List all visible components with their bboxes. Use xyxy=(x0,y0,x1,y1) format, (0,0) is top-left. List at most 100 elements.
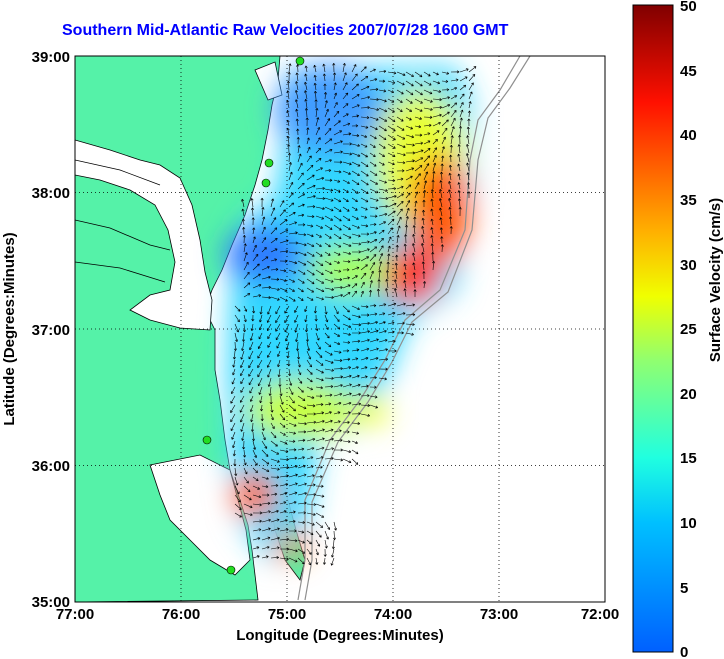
velocity-arrow xyxy=(360,413,371,417)
velocity-arrow xyxy=(297,501,307,505)
velocity-arrow xyxy=(448,206,452,217)
velocity-arrow xyxy=(386,261,390,271)
velocity-arrow xyxy=(378,357,389,361)
velocity-arrow xyxy=(396,125,405,131)
velocity-arrow xyxy=(315,158,322,163)
velocity-arrow xyxy=(304,305,308,312)
velocity-arrow xyxy=(288,386,294,395)
velocity-arrow xyxy=(387,194,397,199)
velocity-arrow xyxy=(414,125,422,129)
velocity-arrow xyxy=(239,395,245,403)
velocity-arrow xyxy=(306,350,312,360)
velocity-arrow xyxy=(333,120,341,127)
velocity-arrow xyxy=(306,205,316,209)
velocity-arrow xyxy=(351,458,359,465)
velocity-arrow xyxy=(275,305,281,315)
velocity-arrow xyxy=(261,467,270,473)
radar-station-marker xyxy=(226,565,236,575)
velocity-arrow xyxy=(333,224,342,231)
velocity-arrow xyxy=(270,227,278,235)
velocity-arrow xyxy=(259,314,263,323)
velocity-arrow xyxy=(342,103,349,109)
velocity-arrow xyxy=(288,529,297,533)
velocity-arrow xyxy=(351,374,360,379)
velocity-arrow xyxy=(342,411,351,415)
velocity-arrow xyxy=(405,167,415,172)
velocity-arrow xyxy=(288,482,298,487)
velocity-arrow xyxy=(297,153,302,163)
velocity-arrow xyxy=(369,134,377,140)
velocity-arrow xyxy=(378,253,384,262)
velocity-arrow xyxy=(369,87,379,91)
velocity-arrow xyxy=(387,339,396,343)
velocity-arrow xyxy=(288,182,294,190)
velocity-arrow xyxy=(270,467,280,471)
velocity-arrow xyxy=(439,180,443,190)
velocity-arrow xyxy=(243,512,253,517)
velocity-arrow xyxy=(465,144,470,154)
velocity-arrow xyxy=(432,105,443,109)
velocity-arrow xyxy=(457,182,461,190)
velocity-arrow xyxy=(333,341,341,346)
velocity-arrow xyxy=(378,321,386,325)
velocity-arrow xyxy=(378,245,384,253)
velocity-arrow xyxy=(306,474,315,478)
velocity-arrow xyxy=(450,135,454,145)
velocity-arrow xyxy=(306,548,312,555)
velocity-arrow xyxy=(234,323,240,333)
velocity-arrow xyxy=(261,527,271,532)
velocity-arrow xyxy=(457,153,461,163)
velocity-arrow xyxy=(421,261,425,271)
velocity-arrow xyxy=(324,521,331,530)
velocity-arrow xyxy=(279,278,287,282)
velocity-arrow xyxy=(243,476,249,484)
velocity-arrow xyxy=(342,420,350,424)
velocity-arrow xyxy=(279,229,289,235)
velocity-arrow xyxy=(333,358,343,362)
velocity-arrow xyxy=(378,269,382,280)
radar-station-marker xyxy=(264,158,274,168)
velocity-arrow xyxy=(279,501,287,505)
velocity-arrow xyxy=(297,233,307,237)
velocity-arrow xyxy=(333,332,341,337)
velocity-arrow xyxy=(322,557,327,565)
velocity-arrow xyxy=(441,79,449,83)
velocity-arrow xyxy=(342,72,347,82)
velocity-arrow xyxy=(252,555,260,559)
velocity-arrow xyxy=(468,101,472,109)
velocity-arrow xyxy=(261,431,266,441)
velocity-arrow xyxy=(422,209,426,217)
bathymetry-contour xyxy=(297,56,521,601)
velocity-arrow xyxy=(297,430,307,434)
velocity-arrow xyxy=(459,68,469,73)
velocity-arrow xyxy=(276,341,281,349)
velocity-arrow xyxy=(288,269,297,274)
velocity-arrow xyxy=(288,422,297,427)
velocity-arrow xyxy=(378,261,383,271)
velocity-arrow xyxy=(459,117,463,127)
velocity-arrow xyxy=(360,125,369,129)
velocity-arrow xyxy=(315,465,323,469)
velocity-arrow xyxy=(294,90,299,100)
velocity-arrow xyxy=(288,296,296,302)
velocity-arrow xyxy=(422,199,426,208)
velocity-arrow xyxy=(315,521,324,528)
velocity-arrow xyxy=(396,200,404,208)
velocity-arrow xyxy=(333,305,339,315)
velocity-arrow xyxy=(405,98,413,104)
velocity-arrow xyxy=(414,141,424,145)
velocity-arrow xyxy=(396,302,406,307)
x-tick-label: 75:00 xyxy=(268,606,306,623)
velocity-arrow xyxy=(306,521,315,526)
bay-tributary-1 xyxy=(75,159,161,186)
velocity-arrow xyxy=(360,290,364,298)
velocity-arrow xyxy=(466,162,470,172)
velocity-arrow xyxy=(432,162,437,172)
velocity-arrow xyxy=(297,223,306,227)
velocity-arrow xyxy=(458,206,462,217)
velocity-arrow xyxy=(261,247,267,253)
velocity-arrow xyxy=(287,152,292,163)
velocity-arrow xyxy=(324,530,329,540)
velocity-arrow xyxy=(413,289,417,298)
velocity-arrow xyxy=(241,198,245,208)
